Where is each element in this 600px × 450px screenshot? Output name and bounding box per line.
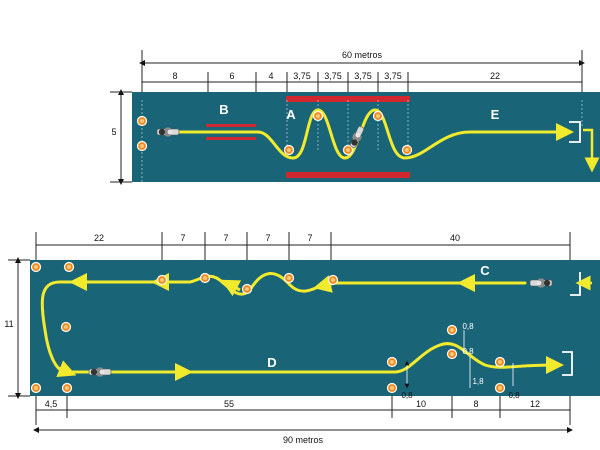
top-segment-label: 6 [229, 71, 234, 81]
cone [401, 144, 413, 156]
cone [136, 115, 148, 127]
top-segment-label: 3,75 [293, 71, 311, 81]
cone [386, 382, 398, 394]
cone [386, 356, 398, 368]
cone [63, 261, 75, 273]
bottom-top-segment-label: 40 [450, 233, 460, 243]
measure-label: 0,8 [508, 391, 520, 400]
bottom-segment-label: 12 [530, 399, 540, 409]
bottom-top-segment-label: 7 [265, 233, 270, 243]
barrier [286, 172, 410, 178]
zone-label-a: A [286, 107, 296, 122]
motorcycle-icon [156, 127, 180, 137]
cone [60, 321, 72, 333]
bottom-track [30, 260, 600, 396]
cone [199, 272, 211, 284]
cone [494, 382, 506, 394]
cone [241, 283, 253, 295]
zone-label-c: C [480, 263, 490, 278]
motorcycle-icon [529, 278, 553, 288]
bottom-top-segment-label: 22 [94, 233, 104, 243]
cone [342, 144, 354, 156]
zone-label-d: D [267, 355, 276, 370]
top-height-label: 5 [111, 127, 116, 137]
barrier [206, 137, 256, 140]
cone [446, 348, 458, 360]
bottom-segment-label: 8 [473, 399, 478, 409]
barrier [286, 96, 410, 102]
measure-label: 1,8 [472, 377, 484, 386]
bottom-total-label: 90 metros [283, 435, 324, 445]
top-total-label: 60 metros [342, 50, 383, 60]
top-segment-dimensions: 8 6 4 3,75 3,75 3,75 3,75 22 [142, 71, 582, 100]
measure-label: 0,8 [462, 347, 474, 356]
finish-bracket [569, 121, 581, 143]
cone [327, 274, 339, 286]
motorcycle-icon [88, 367, 112, 377]
cone [61, 382, 73, 394]
bottom-segment-label: 55 [224, 399, 234, 409]
cone [136, 140, 148, 152]
bottom-course: 22 7 7 7 7 40 11 [4, 232, 600, 445]
cone [494, 356, 506, 368]
top-segment-label: 8 [172, 71, 177, 81]
bottom-top-segment-label: 7 [223, 233, 228, 243]
top-segment-label: 22 [490, 71, 500, 81]
cone [283, 144, 295, 156]
bottom-top-segment-label: 7 [180, 233, 185, 243]
bottom-top-segment-label: 7 [307, 233, 312, 243]
zone-label-b: B [219, 102, 228, 117]
top-segment-label: 3,75 [384, 71, 402, 81]
cone [312, 110, 324, 122]
measure-label: 0,8 [462, 322, 474, 331]
top-segment-label: 3,75 [324, 71, 342, 81]
top-segment-label: 4 [268, 71, 273, 81]
barrier [206, 124, 256, 127]
bottom-height-label: 11 [4, 319, 13, 329]
top-course: 60 metros 8 6 4 3,75 3,75 3,75 3,75 22 5 [110, 50, 600, 185]
measure-label: 0,8 [401, 391, 413, 400]
gap-measurements [404, 330, 514, 389]
cone [30, 382, 42, 394]
zone-label-e: E [491, 107, 500, 122]
top-route-path [178, 108, 574, 160]
top-segment-label: 3,75 [354, 71, 372, 81]
cone [372, 110, 384, 122]
top-track [132, 92, 600, 182]
bottom-segment-label: 10 [416, 399, 426, 409]
cone [30, 261, 42, 273]
bottom-bottom-dimensions: 4,5 55 10 8 12 [35, 396, 571, 425]
finish-bracket [562, 351, 573, 376]
cone [446, 324, 458, 336]
bottom-segment-label: 4,5 [45, 399, 58, 409]
exit-arrow [583, 128, 600, 173]
cone [283, 272, 295, 284]
bottom-top-dimensions: 22 7 7 7 7 40 [35, 232, 571, 262]
cone [156, 274, 168, 286]
